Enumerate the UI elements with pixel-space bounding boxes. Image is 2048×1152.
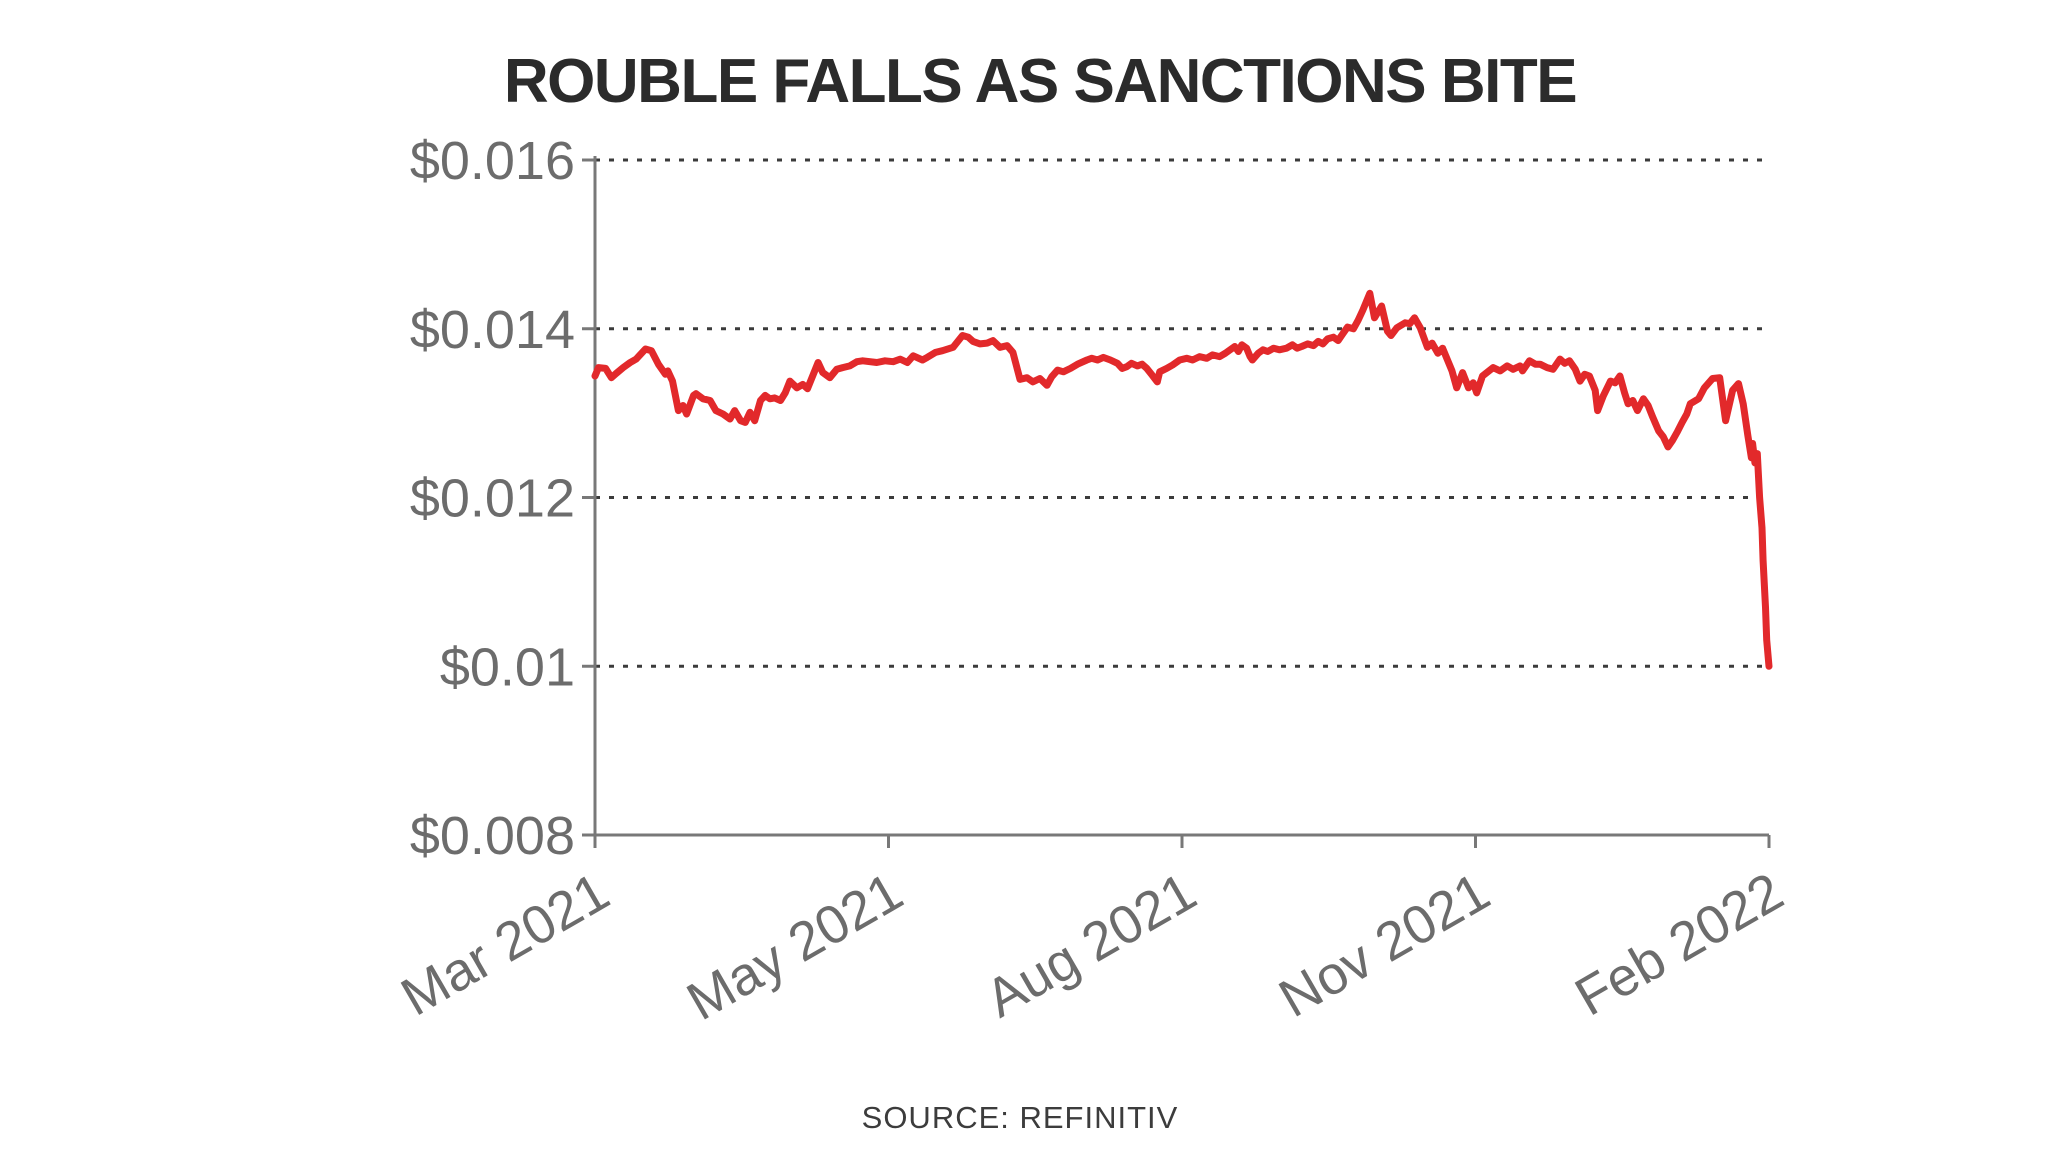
y-axis-label: $0.008 [410, 806, 575, 866]
gridlines [595, 158, 1769, 668]
x-axis-label: Nov 2021 [1269, 861, 1499, 1029]
axes [593, 156, 1769, 837]
y-axis-label: $0.012 [410, 469, 575, 529]
series-line-rouble [591, 289, 1773, 670]
y-axis-ticks [582, 158, 595, 837]
x-axis-label: Aug 2021 [976, 861, 1206, 1029]
x-axis-label: May 2021 [677, 861, 912, 1032]
x-axis-label: Mar 2021 [391, 861, 619, 1027]
y-axis-label: $0.016 [410, 131, 575, 191]
y-axis-label: $0.01 [440, 637, 575, 697]
chart-title: ROUBLE FALLS AS SANCTIONS BITE [504, 47, 1576, 116]
y-axis-label: $0.014 [410, 300, 575, 360]
x-axis-label: Feb 2022 [1565, 861, 1793, 1027]
x-axis-labels: Mar 2021 May 2021 Aug 2021 Nov 2021 Feb 2022 [391, 861, 1793, 1032]
y-axis-labels: $0.016 $0.014 $0.012 $0.01 $0.008 [410, 131, 575, 866]
source-label: SOURCE: REFINITIV [862, 1100, 1179, 1135]
x-axis-ticks [593, 835, 1771, 848]
